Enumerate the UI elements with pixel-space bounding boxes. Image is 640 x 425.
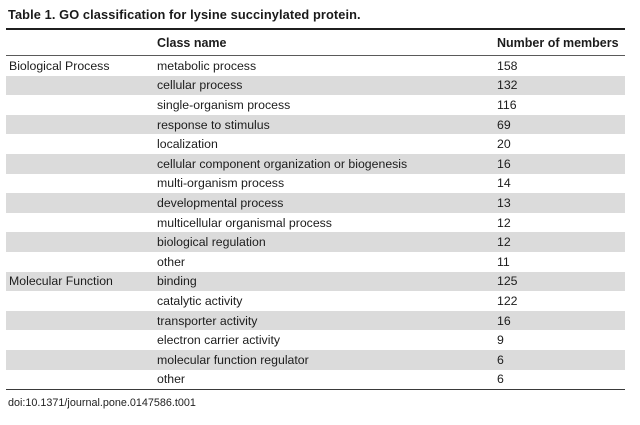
member-count-cell: 158 (497, 58, 518, 73)
table-row: other 6 (6, 370, 625, 390)
table-row: Biological Process metabolic process 158 (6, 56, 625, 76)
class-name-cell: cellular process (157, 78, 243, 93)
table-row: electron carrier activity 9 (6, 330, 625, 350)
class-name-cell: transporter activity (157, 313, 258, 328)
class-name-cell: response to stimulus (157, 117, 270, 132)
member-count-cell: 14 (497, 176, 511, 191)
table-row: developmental process 13 (6, 193, 625, 213)
member-count-cell: 116 (497, 97, 517, 112)
table-row: response to stimulus 69 (6, 114, 625, 135)
table-row: cellular component organization or bioge… (6, 153, 625, 174)
table-row: single-organism process 116 (6, 95, 625, 115)
doi-text: doi:10.1371/journal.pone.0147586.t001 (8, 397, 196, 410)
table-caption: Table 1. GO classification for lysine su… (8, 7, 361, 22)
member-count-cell: 11 (497, 254, 510, 269)
table-row: localization 20 (6, 134, 625, 154)
class-name-cell: metabolic process (157, 58, 257, 73)
table-row: catalytic activity 122 (6, 291, 625, 311)
table-row: biological regulation 12 (6, 232, 625, 252)
table-row: other 11 (6, 252, 625, 272)
class-name-cell: localization (157, 137, 218, 152)
header-class-name: Class name (157, 35, 227, 50)
class-name-cell: multicellular organismal process (157, 215, 332, 230)
member-count-cell: 20 (497, 137, 511, 152)
table-row: molecular function regulator 6 (6, 349, 625, 370)
table-row: multi-organism process 14 (6, 174, 625, 194)
table-row: cellular process 132 (6, 75, 625, 96)
group-label: Biological Process (9, 58, 110, 73)
table-row: transporter activity 16 (6, 310, 625, 331)
member-count-cell: 13 (497, 195, 511, 210)
class-name-cell: developmental process (157, 195, 284, 210)
class-name-cell: biological regulation (157, 235, 266, 250)
member-count-cell: 122 (497, 293, 518, 308)
class-name-cell: other (157, 372, 186, 387)
member-count-cell: 125 (497, 274, 518, 289)
class-name-cell: catalytic activity (157, 293, 243, 308)
class-name-cell: electron carrier activity (157, 333, 281, 348)
member-count-cell: 6 (497, 372, 504, 387)
group-label: Molecular Function (9, 274, 113, 289)
member-count-cell: 69 (497, 117, 511, 132)
go-classification-table: Class name Number of members Biological … (6, 28, 625, 391)
header-members: Number of members (497, 35, 619, 50)
class-name-cell: single-organism process (157, 97, 291, 112)
class-name-cell: multi-organism process (157, 176, 285, 191)
class-name-cell: other (157, 254, 186, 269)
class-name-cell: binding (157, 274, 197, 289)
member-count-cell: 12 (497, 235, 511, 250)
table-header-row: Class name Number of members (6, 30, 625, 56)
member-count-cell: 16 (497, 313, 511, 328)
table-row: multicellular organismal process 12 (6, 213, 625, 233)
class-name-cell: molecular function regulator (157, 352, 309, 367)
table-body: Biological Process metabolic process 158 ce… (6, 56, 625, 389)
member-count-cell: 6 (497, 352, 504, 367)
member-count-cell: 12 (497, 215, 511, 230)
table-row: Molecular Function binding 125 (6, 271, 625, 292)
class-name-cell: cellular component organization or bioge… (157, 156, 408, 171)
member-count-cell: 9 (497, 333, 504, 348)
member-count-cell: 16 (497, 156, 511, 171)
member-count-cell: 132 (497, 78, 518, 93)
